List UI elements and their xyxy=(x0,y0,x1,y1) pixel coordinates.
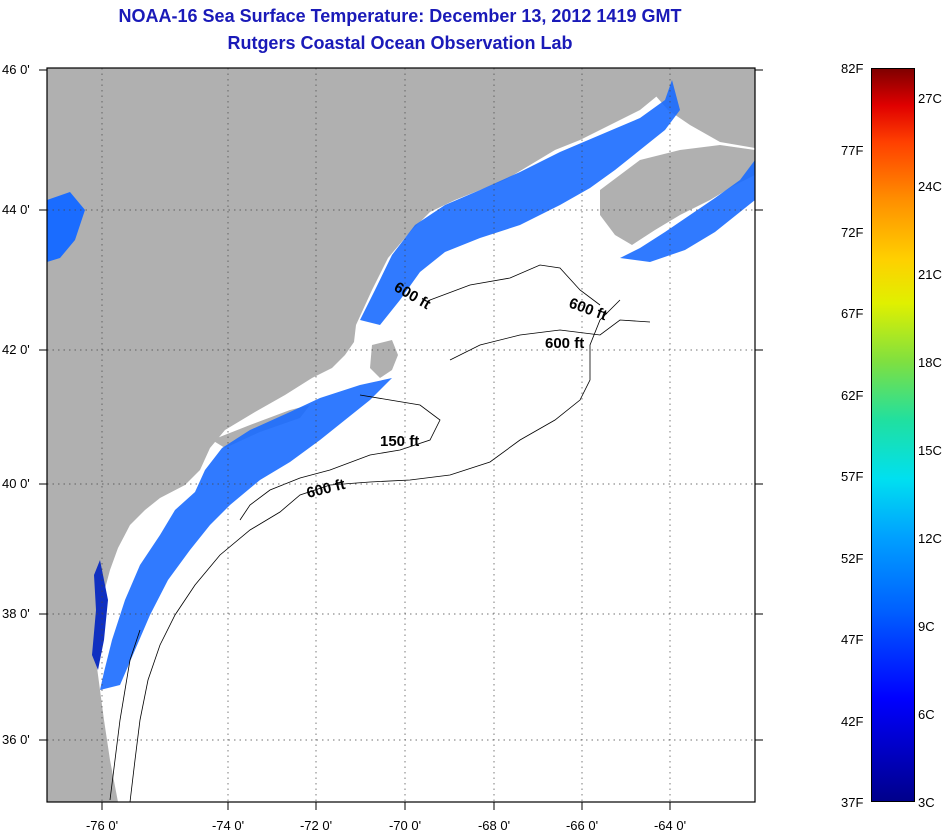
lon-label: -70 0' xyxy=(389,818,421,833)
lon-label: -72 0' xyxy=(300,818,332,833)
sst-gulf-of-maine xyxy=(360,80,680,325)
sst-chesapeake xyxy=(92,560,108,670)
colorbar-c-label: 24C xyxy=(918,179,942,194)
lat-label: 44 0' xyxy=(2,202,30,217)
lat-label: 40 0' xyxy=(2,476,30,491)
colorbar-c-label: 6C xyxy=(918,707,935,722)
land-nova-scotia xyxy=(600,145,755,245)
colorbar-f-label: 77F xyxy=(841,143,864,158)
colorbar-f-label: 82F xyxy=(841,61,864,76)
contour-600ft-shelf-break xyxy=(129,299,621,802)
contour-label: 150 ft xyxy=(380,433,419,450)
temperature-colorbar xyxy=(871,68,915,802)
colorbar-f-label: 57F xyxy=(841,469,864,484)
depth-contours xyxy=(109,264,651,802)
contour-600ft-gulf xyxy=(429,264,601,306)
contour-150ft xyxy=(239,394,441,521)
colorbar-c-label: 21C xyxy=(918,267,942,282)
colorbar-c-label: 15C xyxy=(918,443,942,458)
sst-inland-lake xyxy=(47,192,85,262)
colorbar-c-label: 27C xyxy=(918,91,942,106)
colorbar-c-label: 18C xyxy=(918,355,942,370)
colorbar-f-label: 62F xyxy=(841,388,864,403)
title-line-2: Rutgers Coastal Ocean Observation Lab xyxy=(227,33,573,53)
colorbar-f-label: 67F xyxy=(841,306,864,321)
land-new-brunswick xyxy=(655,68,755,148)
colorbar-f-label: 52F xyxy=(841,551,864,566)
lon-label: -74 0' xyxy=(212,818,244,833)
contour-label: 600 ft xyxy=(545,335,584,352)
lat-label: 36 0' xyxy=(2,732,30,747)
contour-coast-inner xyxy=(109,629,141,801)
colorbar-f-label: 42F xyxy=(841,714,864,729)
lat-label: 42 0' xyxy=(2,342,30,357)
lon-label: -64 0' xyxy=(654,818,686,833)
colorbar-c-label: 12C xyxy=(918,531,942,546)
lon-label: -76 0' xyxy=(86,818,118,833)
contour-600ft-georges xyxy=(449,319,651,361)
lon-label: -66 0' xyxy=(566,818,598,833)
graticule xyxy=(47,68,755,802)
colorbar-f-label: 37F xyxy=(841,795,864,810)
sst-scotian-shelf xyxy=(620,160,755,262)
map-frame xyxy=(46,67,756,803)
colorbar-c-label: 9C xyxy=(918,619,935,634)
colorbar-f-label: 47F xyxy=(841,632,864,647)
colorbar-f-label: 72F xyxy=(841,225,864,240)
land-cape-cod xyxy=(370,340,398,378)
land-mainland xyxy=(47,68,672,802)
colorbar-c-label: 3C xyxy=(918,795,935,810)
lat-label: 46 0' xyxy=(2,62,30,77)
lon-label: -68 0' xyxy=(478,818,510,833)
lat-label: 38 0' xyxy=(2,606,30,621)
axis-ticks xyxy=(39,69,763,810)
sst-mid-atlantic xyxy=(100,378,392,690)
title-line-1: NOAA-16 Sea Surface Temperature: Decembe… xyxy=(118,6,682,26)
